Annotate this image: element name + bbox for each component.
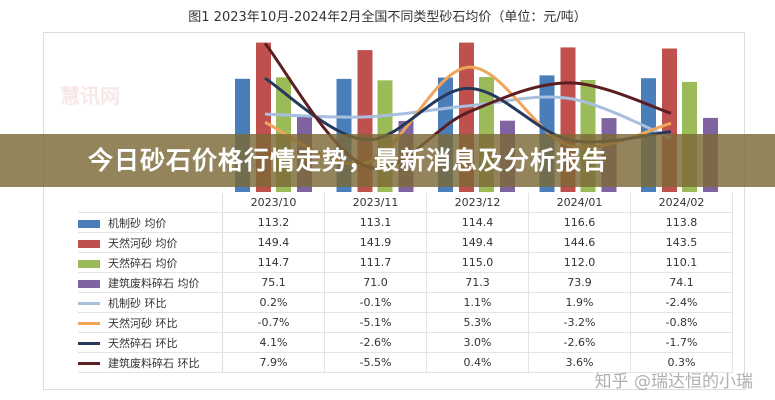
chart-frame: [43, 32, 745, 390]
value-cell: 71.3: [426, 272, 529, 293]
value-cell: 141.9: [324, 232, 427, 253]
value-cell: 1.1%: [426, 292, 529, 313]
value-cell: 4.1%: [222, 332, 325, 353]
value-cell: 113.2: [222, 212, 325, 233]
legend-label-cell: 机制砂 均价: [78, 212, 223, 233]
value-cell: 116.6: [528, 212, 631, 233]
value-cell: 5.3%: [426, 312, 529, 333]
legend-line-swatch: [78, 322, 100, 325]
value-cell: 3.0%: [426, 332, 529, 353]
value-cell: -1.7%: [630, 332, 733, 353]
value-cell: -0.1%: [324, 292, 427, 313]
legend-label: 天然碎石 环比: [108, 336, 178, 350]
legend-label-cell: 天然碎石 均价: [78, 252, 223, 273]
value-cell: 7.9%: [222, 352, 325, 373]
legend-bar-swatch: [78, 259, 100, 268]
line-series-0: [264, 95, 672, 140]
value-cell: -2.6%: [324, 332, 427, 353]
value-cell: 149.4: [222, 232, 325, 253]
table-row: 机制砂 环比 0.2% -0.1% 1.1% 1.9% -2.4%: [78, 292, 733, 313]
legend-label-cell: 天然河砂 环比: [78, 312, 223, 333]
legend-label: 天然河砂 均价: [108, 236, 178, 250]
category-header: 2024/01: [528, 193, 631, 213]
value-cell: 75.1: [222, 272, 325, 293]
category-header: 2023/10: [222, 193, 325, 213]
value-cell: -3.2%: [528, 312, 631, 333]
value-cell: 149.4: [426, 232, 529, 253]
value-cell: 1.9%: [528, 292, 631, 313]
header-blank: [78, 193, 223, 213]
value-cell: 143.5: [630, 232, 733, 253]
legend-label-cell: 机制砂 环比: [78, 292, 223, 313]
category-header: 2024/02: [630, 193, 733, 213]
table-row: 天然河砂 均价 149.4 141.9 149.4 144.6 143.5: [78, 232, 733, 253]
headline-banner: 今日砂石价格行情走势，最新消息及分析报告: [0, 134, 775, 187]
value-cell: 113.8: [630, 212, 733, 233]
legend-line-swatch: [78, 342, 100, 345]
legend-label-cell: 天然河砂 均价: [78, 232, 223, 253]
watermark: 知乎 @瑞达恒的小瑞: [594, 372, 753, 392]
value-cell: 0.2%: [222, 292, 325, 313]
table-row: 建筑废料碎石 均价 75.1 71.0 71.3 73.9 74.1: [78, 272, 733, 293]
value-cell: 73.9: [528, 272, 631, 293]
value-cell: 114.4: [426, 212, 529, 233]
value-cell: 111.7: [324, 252, 427, 273]
legend-bar-swatch: [78, 219, 100, 228]
table-header-row: 2023/10 2023/11 2023/12 2024/01 2024/02: [78, 193, 733, 213]
value-cell: 3.6%: [528, 352, 631, 373]
table-row: 机制砂 均价 113.2 113.1 114.4 116.6 113.8: [78, 212, 733, 233]
legend-label: 天然河砂 环比: [108, 316, 178, 330]
value-cell: -2.6%: [528, 332, 631, 353]
value-cell: 113.1: [324, 212, 427, 233]
legend-label-cell: 建筑废料碎石 均价: [78, 272, 223, 293]
value-cell: 0.4%: [426, 352, 529, 373]
line-series-3: [263, 42, 672, 170]
legend-bar-swatch: [78, 239, 100, 248]
category-header: 2023/11: [324, 193, 427, 213]
value-cell: 144.6: [528, 232, 631, 253]
value-cell: -0.8%: [630, 312, 733, 333]
legend-label: 机制砂 环比: [108, 296, 167, 310]
value-cell: -5.1%: [324, 312, 427, 333]
legend-line-swatch: [78, 362, 100, 365]
chart-title: 图1 2023年10月-2024年2月全国不同类型砂石均价（单位：元/吨）: [188, 10, 587, 25]
value-cell: 110.1: [630, 252, 733, 273]
value-cell: 114.7: [222, 252, 325, 273]
legend-label: 机制砂 均价: [108, 216, 167, 230]
legend-line-swatch: [78, 302, 100, 305]
value-cell: 0.3%: [630, 352, 733, 373]
legend-label-cell: 天然碎石 环比: [78, 332, 223, 353]
category-header: 2023/12: [426, 193, 529, 213]
value-cell: -0.7%: [222, 312, 325, 333]
value-cell: 115.0: [426, 252, 529, 273]
legend-label: 天然碎石 均价: [108, 256, 178, 270]
table-row: 天然碎石 环比 4.1% -2.6% 3.0% -2.6% -1.7%: [78, 332, 733, 353]
value-cell: 71.0: [324, 272, 427, 293]
value-cell: -5.5%: [324, 352, 427, 373]
data-table: 2023/10 2023/11 2023/12 2024/01 2024/02 机制砂 …: [78, 193, 733, 373]
value-cell: 74.1: [630, 272, 733, 293]
value-cell: 112.0: [528, 252, 631, 273]
legend-label-cell: 建筑废料碎石 环比: [78, 352, 223, 373]
watermark-left: 慧讯网: [60, 84, 120, 108]
legend-label: 建筑废料碎石 均价: [108, 276, 200, 290]
table-row: 天然碎石 均价 114.7 111.7 115.0 112.0 110.1: [78, 252, 733, 273]
legend-bar-swatch: [78, 279, 100, 288]
table-row: 天然河砂 环比 -0.7% -5.1% 5.3% -3.2% -0.8%: [78, 312, 733, 333]
table-row: 建筑废料碎石 环比 7.9% -5.5% 0.4% 3.6% 0.3%: [78, 352, 733, 373]
legend-label: 建筑废料碎石 环比: [108, 356, 200, 370]
value-cell: -2.4%: [630, 292, 733, 313]
